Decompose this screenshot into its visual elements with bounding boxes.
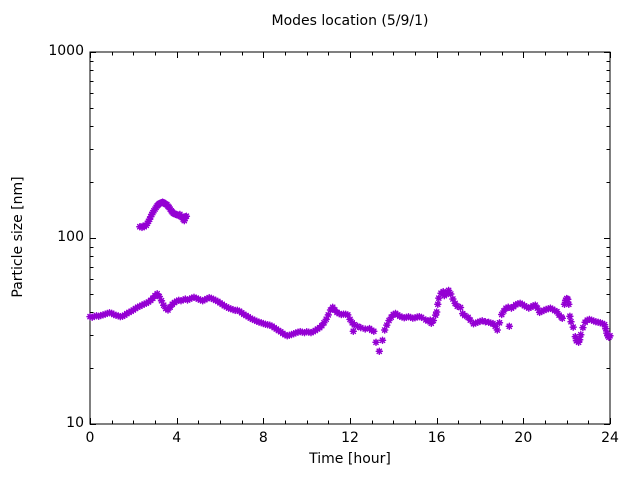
scatter-point (375, 347, 384, 356)
scatter-point (575, 335, 584, 344)
x-tick-label: 8 (258, 430, 268, 446)
scatter-point (456, 303, 465, 312)
scatter-point (565, 300, 573, 309)
y-tick-label: 10 (66, 415, 84, 431)
y-tick-label: 1000 (48, 43, 84, 59)
scatter-point (434, 300, 442, 309)
scatter-point (378, 336, 387, 345)
x-tick-label: 12 (341, 430, 359, 446)
x-tick-label: 24 (601, 430, 619, 446)
y-tick-label: 100 (57, 229, 84, 245)
scatter-point (370, 327, 378, 336)
scatter-point (495, 319, 504, 327)
series-upper-mode (136, 198, 191, 232)
scatter-point (349, 327, 358, 336)
x-axis-label: Time [hour] (309, 451, 391, 467)
scatter-point (372, 338, 380, 347)
scatter-point (182, 212, 191, 220)
chart-title: Modes location (5/9/1) (271, 13, 429, 29)
scatter-point (566, 312, 574, 320)
x-tick-label: 16 (427, 430, 446, 446)
x-tick-label: 20 (514, 430, 533, 446)
scatter-point (577, 330, 585, 339)
scatter-point (564, 295, 572, 304)
series-main-mode (86, 286, 614, 356)
x-tick-label: 0 (85, 430, 95, 446)
scatter-point (606, 332, 614, 340)
scatter-point (505, 322, 514, 331)
x-tick-label: 4 (172, 430, 182, 446)
scatter-point (493, 326, 502, 334)
plot-frame (89, 51, 611, 425)
axis-ticks (90, 52, 611, 425)
scatter-point (558, 314, 567, 323)
scatter-point (569, 323, 577, 331)
scatter-point (432, 308, 441, 316)
scatter-point (601, 325, 610, 333)
